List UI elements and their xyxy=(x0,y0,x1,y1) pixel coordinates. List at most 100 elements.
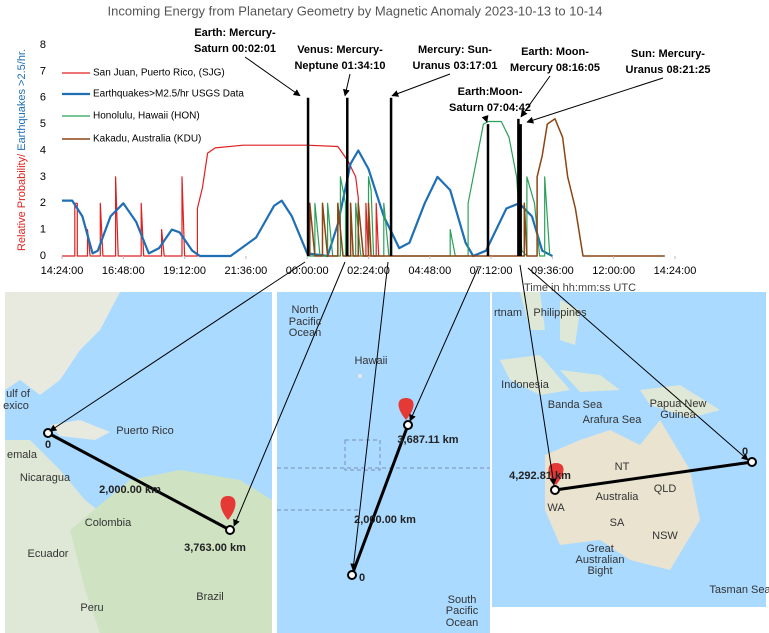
point xyxy=(347,570,357,580)
y-tick-label: 6 xyxy=(40,92,46,104)
annotation-label: Earth: Mercury- xyxy=(194,27,276,39)
chart-title: Incoming Energy from Planetary Geometry … xyxy=(108,3,603,18)
y-tick-label: 0 xyxy=(40,250,46,262)
x-tick-label: 09:36:00 xyxy=(531,265,574,277)
map-label: North xyxy=(292,304,319,316)
island xyxy=(358,374,362,378)
map-label: Ecuador xyxy=(28,548,69,560)
map-label: NT xyxy=(615,461,630,473)
map-label: Papua New xyxy=(650,398,707,410)
y-label-part: Earthquakes >2.5/hr. xyxy=(16,49,28,154)
land xyxy=(545,420,700,570)
map-label: Pacific xyxy=(289,316,322,328)
map-label: 0 xyxy=(359,572,365,584)
distance-line xyxy=(554,460,753,492)
ocean xyxy=(277,292,490,633)
y-tick-label: 1 xyxy=(40,224,46,236)
map-label: Australia xyxy=(596,491,640,503)
x-tick-label: 00:00:00 xyxy=(286,265,329,277)
y-tick-label: 3 xyxy=(40,171,46,183)
map-label: Ocean xyxy=(289,327,321,339)
map-label: NSW xyxy=(652,530,678,542)
land xyxy=(50,420,110,440)
land xyxy=(70,470,272,633)
annotation-label: Mercury: Sun- xyxy=(418,44,492,56)
annotation-leader xyxy=(343,73,351,97)
annotation-leader xyxy=(391,73,451,97)
chart-area xyxy=(0,0,769,290)
boundary xyxy=(277,439,490,511)
map-label: Peru xyxy=(80,602,103,614)
map-label: Philippines xyxy=(533,307,587,319)
map-label: 0 xyxy=(45,439,51,451)
map-label: 3,763.00 km xyxy=(184,542,246,554)
distance-line xyxy=(350,424,410,576)
map-label: rtnam xyxy=(494,307,522,319)
legend-label: San Juan, Puerto Rico, (SJG) xyxy=(93,68,225,79)
map-label: Puerto Rico xyxy=(116,425,173,437)
map-label: 0 xyxy=(742,446,748,458)
annotation-label: Sun: Mercury- xyxy=(631,48,705,60)
land xyxy=(640,385,720,418)
map-label: ulf of xyxy=(6,388,31,400)
map-australia xyxy=(492,292,766,607)
x-tick-label: 14:24:00 xyxy=(41,265,84,277)
annotation-label: Uranus 08:21:25 xyxy=(626,64,711,76)
y-tick-label: 2 xyxy=(40,197,46,209)
x-axis-label: Time in hh:mm:ss UTC xyxy=(524,282,636,294)
annotation-label: Venus: Mercury- xyxy=(297,44,383,56)
x-tick-label: 19:12:00 xyxy=(163,265,206,277)
map-label: 3,687.11 km xyxy=(397,434,458,446)
y-tick-label: 5 xyxy=(40,118,46,130)
annotation-label: Uranus 03:17:01 xyxy=(413,60,498,72)
map-label: Great xyxy=(586,543,614,555)
map-label: exico xyxy=(3,400,29,412)
map-caribbean xyxy=(5,292,272,633)
pin xyxy=(220,496,236,520)
map-label: Hawaii xyxy=(354,355,387,367)
y-tick-label: 7 xyxy=(40,65,46,77)
annotation-leader xyxy=(526,77,664,124)
map-label: Pacific xyxy=(446,605,479,617)
distance-line xyxy=(47,431,231,532)
map-label: Australian xyxy=(576,554,625,566)
connector xyxy=(49,261,306,432)
map-label: emala xyxy=(7,449,38,461)
x-tick-label: 04:48:00 xyxy=(408,265,451,277)
map-label: Ocean xyxy=(446,617,478,629)
y-tick-label: 8 xyxy=(40,39,46,51)
annotation-leader xyxy=(481,115,489,123)
land xyxy=(500,355,620,395)
map-label: SA xyxy=(610,517,625,529)
x-tick-label: 02:24:00 xyxy=(347,265,390,277)
map-label: South xyxy=(448,594,477,606)
y-axis-label: Relative Probability/ Earthquakes >2.5/h… xyxy=(16,49,28,251)
legend-label: Kakadu, Australia (KDU) xyxy=(93,134,201,145)
map-label: 2,000.00 km xyxy=(354,514,416,526)
legend-label: Earthquakes>M2.5/hr USGS Data xyxy=(93,89,244,100)
map-label: Nicaragua xyxy=(20,472,71,484)
annotation-label: Mercury 08:16:05 xyxy=(510,62,600,74)
connector xyxy=(409,267,479,422)
map-label: Brazil xyxy=(196,591,224,603)
connectors xyxy=(49,261,749,571)
connector xyxy=(233,261,346,527)
point xyxy=(225,525,235,535)
point xyxy=(550,485,560,495)
x-tick-label: 16:48:00 xyxy=(102,265,145,277)
point xyxy=(403,420,413,430)
map-pacific xyxy=(277,292,490,633)
annotation-label: Earth: Moon- xyxy=(521,46,589,58)
map-label: Arafura Sea xyxy=(583,414,643,426)
x-tick-label: 12:00:00 xyxy=(592,265,635,277)
annotation-label: Saturn 07:04:42 xyxy=(449,102,531,114)
map-label: Guinea xyxy=(660,409,696,421)
legend-label: Honolulu, Hawaii (HON) xyxy=(93,111,200,122)
x-tick-label: 21:36:00 xyxy=(224,265,267,277)
annotation-label: Neptune 01:34:10 xyxy=(294,60,385,72)
map-label: QLD xyxy=(654,483,677,495)
annotation-label: Earth:Moon- xyxy=(458,86,523,98)
connector xyxy=(527,267,749,461)
land xyxy=(5,292,120,395)
